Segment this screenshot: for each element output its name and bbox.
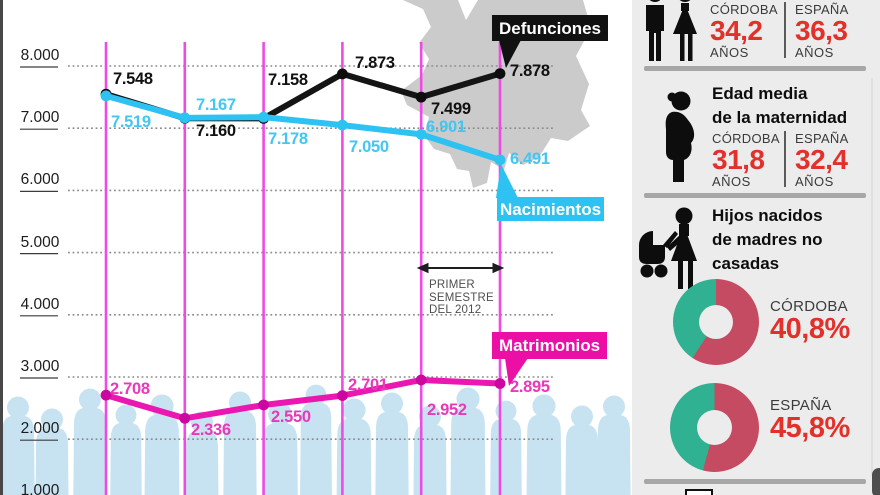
sidebar-edge-line bbox=[871, 78, 873, 476]
gridlines bbox=[20, 65, 553, 441]
y-tick-label: 4.000 bbox=[20, 295, 60, 313]
data-point-nacimientos bbox=[415, 128, 427, 140]
series-line-matrimonios bbox=[103, 376, 503, 422]
value-label-defunciones: 7.158 bbox=[268, 71, 308, 89]
data-point-nacimientos bbox=[494, 154, 506, 166]
stat-region: CÓRDOBA bbox=[710, 2, 778, 17]
donut-hole bbox=[699, 305, 733, 339]
value-label-defunciones: 7.873 bbox=[355, 54, 395, 72]
semester-annotation: PRIMER SEMESTRE DEL 2012 bbox=[429, 279, 494, 316]
data-point-matrimonios bbox=[337, 390, 348, 401]
donut-region: CÓRDOBA bbox=[770, 298, 848, 315]
stat-region: ESPAÑA bbox=[795, 131, 849, 146]
matrimonios-callout-tail bbox=[505, 358, 528, 386]
data-point-matrimonios bbox=[494, 378, 506, 389]
value-label-matrimonios: 2.708 bbox=[110, 380, 150, 398]
person-silhouette bbox=[565, 405, 599, 495]
stat-value: 32,4 bbox=[795, 144, 848, 175]
section-title: Edad media de la maternidad bbox=[712, 84, 848, 127]
couple-icon bbox=[646, 0, 697, 61]
stat-value: 31,8 bbox=[712, 144, 765, 175]
column-divider bbox=[784, 131, 786, 187]
cutoff-graphic bbox=[872, 468, 880, 495]
donut-value: 40,8% bbox=[770, 313, 850, 345]
stat-unit: AÑOS bbox=[710, 45, 749, 60]
y-tick-label: 2.000 bbox=[20, 420, 60, 438]
value-label-nacimientos: 6.491 bbox=[510, 150, 550, 168]
value-label-nacimientos: 7.167 bbox=[196, 96, 236, 114]
person-silhouette bbox=[489, 400, 523, 495]
section-title: Hijos nacidos de madres no casadas bbox=[712, 206, 823, 273]
value-label-defunciones: 7.499 bbox=[431, 100, 471, 118]
donut-region: ESPAÑA bbox=[770, 397, 832, 414]
value-label-nacimientos: 6.901 bbox=[426, 118, 466, 136]
person-silhouette bbox=[109, 404, 143, 495]
data-point-matrimonios bbox=[100, 389, 112, 401]
semester-range-arrow bbox=[416, 262, 505, 274]
value-label-matrimonios: 2.701 bbox=[348, 376, 388, 394]
series-line-nacimientos bbox=[103, 92, 503, 163]
person-silhouette bbox=[73, 388, 107, 495]
y-tick-label: 7.000 bbox=[20, 109, 60, 127]
value-label-matrimonios: 2.952 bbox=[427, 401, 467, 419]
y-tick-label: 5.000 bbox=[20, 233, 60, 251]
value-label-nacimientos: 7.050 bbox=[349, 138, 389, 156]
chart-canvas bbox=[1, 0, 631, 495]
stat-value: 34,2 bbox=[710, 15, 763, 46]
column-divider bbox=[784, 2, 786, 58]
section-divider bbox=[644, 66, 866, 71]
value-label-matrimonios: 2.895 bbox=[510, 378, 550, 396]
data-point-defunciones bbox=[415, 91, 427, 103]
matrimonios-label-box: Matrimonios bbox=[492, 332, 607, 359]
data-point-nacimientos bbox=[179, 112, 191, 124]
data-point-matrimonios bbox=[179, 412, 191, 424]
stats-sidebar: CÓRDOBA 34,2 AÑOS ESPAÑA 36,3 AÑOS Edad … bbox=[632, 0, 880, 495]
data-point-matrimonios bbox=[415, 374, 427, 386]
data-point-matrimonios bbox=[258, 399, 269, 411]
line-chart: 8.000 7.000 6.000 5.000 4.000 3.000 2.000 1.000… bbox=[1, 0, 631, 495]
y-tick-label: 8.000 bbox=[20, 47, 60, 64]
stat-unit: AÑOS bbox=[795, 174, 834, 189]
stat-unit: AÑOS bbox=[712, 174, 751, 189]
data-point-nacimientos bbox=[100, 90, 112, 102]
value-label-matrimonios: 2.550 bbox=[271, 408, 311, 426]
value-label-defunciones: 7.878 bbox=[510, 62, 550, 80]
stat-region: ESPAÑA bbox=[795, 2, 849, 17]
data-point-defunciones bbox=[337, 68, 348, 80]
series-lines bbox=[100, 68, 506, 424]
legend-swatch-cutoff bbox=[685, 489, 713, 495]
y-tick-label: 3.000 bbox=[20, 358, 60, 375]
value-label-defunciones: 7.160 bbox=[196, 122, 236, 140]
left-edge-bar bbox=[0, 0, 3, 495]
data-point-defunciones bbox=[494, 68, 506, 79]
donut-value: 45,8% bbox=[770, 412, 850, 444]
value-label-matrimonios: 2.336 bbox=[191, 421, 231, 439]
person-silhouette bbox=[597, 395, 631, 495]
stat-value: 36,3 bbox=[795, 15, 848, 46]
stat-region: CÓRDOBA bbox=[712, 131, 780, 146]
nacimientos-label-box: Nacimientos bbox=[497, 197, 604, 221]
value-label-defunciones: 7.548 bbox=[113, 70, 153, 88]
value-label-nacimientos: 7.519 bbox=[111, 113, 151, 131]
data-point-nacimientos bbox=[337, 119, 348, 131]
nacimientos-callout-tail bbox=[496, 164, 518, 198]
section-divider bbox=[644, 193, 866, 198]
pregnant-woman-icon bbox=[665, 91, 695, 182]
person-silhouette bbox=[1, 396, 35, 495]
person-silhouette bbox=[375, 392, 409, 495]
donut-hole bbox=[697, 410, 732, 445]
y-tick-label: 6.000 bbox=[20, 171, 60, 189]
section-divider bbox=[644, 479, 866, 484]
defunciones-label-box: Defunciones bbox=[492, 15, 608, 41]
mother-stroller-icon bbox=[639, 207, 697, 289]
value-label-nacimientos: 7.178 bbox=[268, 130, 308, 148]
y-tick-label: 1.000 bbox=[20, 482, 60, 495]
defunciones-callout-tail bbox=[499, 40, 521, 68]
person-silhouette bbox=[526, 394, 562, 495]
data-point-nacimientos bbox=[258, 111, 269, 123]
stat-unit: AÑOS bbox=[795, 45, 834, 60]
